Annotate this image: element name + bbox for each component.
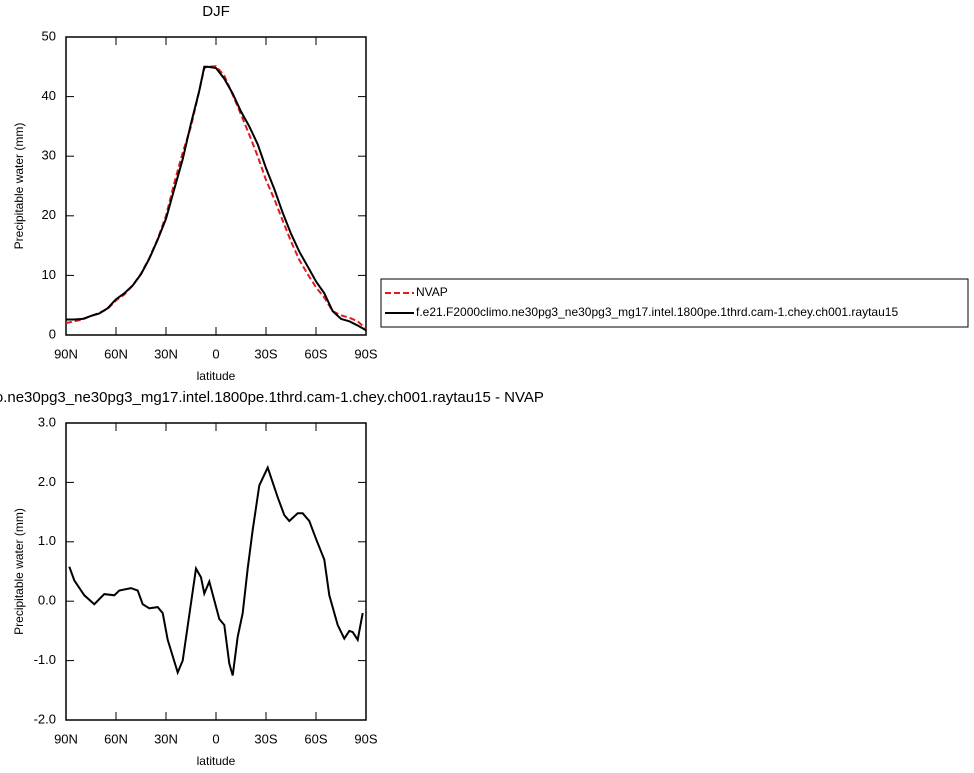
- y-tick-label: 40: [42, 88, 56, 103]
- chart-title: f.e21.F2000climo.ne30pg3_ne30pg3_mg17.in…: [0, 389, 544, 406]
- x-axis-label: latitude: [197, 754, 236, 768]
- y-tick-label: 50: [42, 28, 56, 43]
- y-tick-label: 0: [49, 326, 56, 341]
- x-tick-label: 90N: [54, 346, 78, 361]
- data-line: [68, 464, 364, 676]
- x-tick-label: 90S: [354, 346, 377, 361]
- x-tick-label: 30S: [254, 731, 277, 746]
- y-tick-label: 10: [42, 267, 56, 282]
- y-tick-label: 1.0: [38, 533, 56, 548]
- x-tick-label: 60S: [304, 731, 327, 746]
- x-tick-label: 90N: [54, 731, 78, 746]
- chart-title: DJF: [202, 3, 230, 20]
- x-tick-label: 60S: [304, 346, 327, 361]
- x-tick-label: 60N: [104, 731, 128, 746]
- y-tick-label: 30: [42, 148, 56, 163]
- legend-label: f.e21.F2000climo.ne30pg3_ne30pg3_mg17.in…: [416, 305, 898, 319]
- y-axis-label: Precipitable water (mm): [12, 508, 26, 635]
- x-tick-label: 0: [212, 346, 219, 361]
- y-tick-label: 0.0: [38, 593, 56, 608]
- data-line: [66, 65, 367, 332]
- y-tick-label: 2.0: [38, 474, 56, 489]
- y-tick-label: 3.0: [38, 414, 56, 429]
- plot-frame: [65, 422, 367, 721]
- x-tick-label: 30N: [154, 731, 178, 746]
- y-tick-label: -2.0: [34, 711, 56, 726]
- y-tick-label: 20: [42, 207, 56, 222]
- legend-label: NVAP: [416, 285, 448, 299]
- x-tick-label: 30N: [154, 346, 178, 361]
- legend-box: [380, 278, 969, 328]
- y-tick-label: -1.0: [34, 652, 56, 667]
- x-tick-label: 60N: [104, 346, 128, 361]
- y-axis-label: Precipitable water (mm): [12, 123, 26, 250]
- x-axis-label: latitude: [197, 369, 236, 383]
- x-tick-label: 30S: [254, 346, 277, 361]
- x-tick-label: 90S: [354, 731, 377, 746]
- x-tick-label: 0: [212, 731, 219, 746]
